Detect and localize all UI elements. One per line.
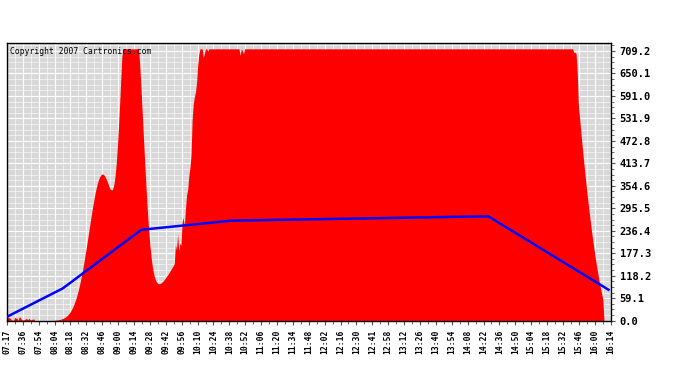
Text: West Array Actual Power (red) & Running Average Power (blue) (Watts) Mon Dec 24 : West Array Actual Power (red) & Running … bbox=[58, 16, 632, 27]
Text: Copyright 2007 Cartronics.com: Copyright 2007 Cartronics.com bbox=[10, 47, 151, 56]
